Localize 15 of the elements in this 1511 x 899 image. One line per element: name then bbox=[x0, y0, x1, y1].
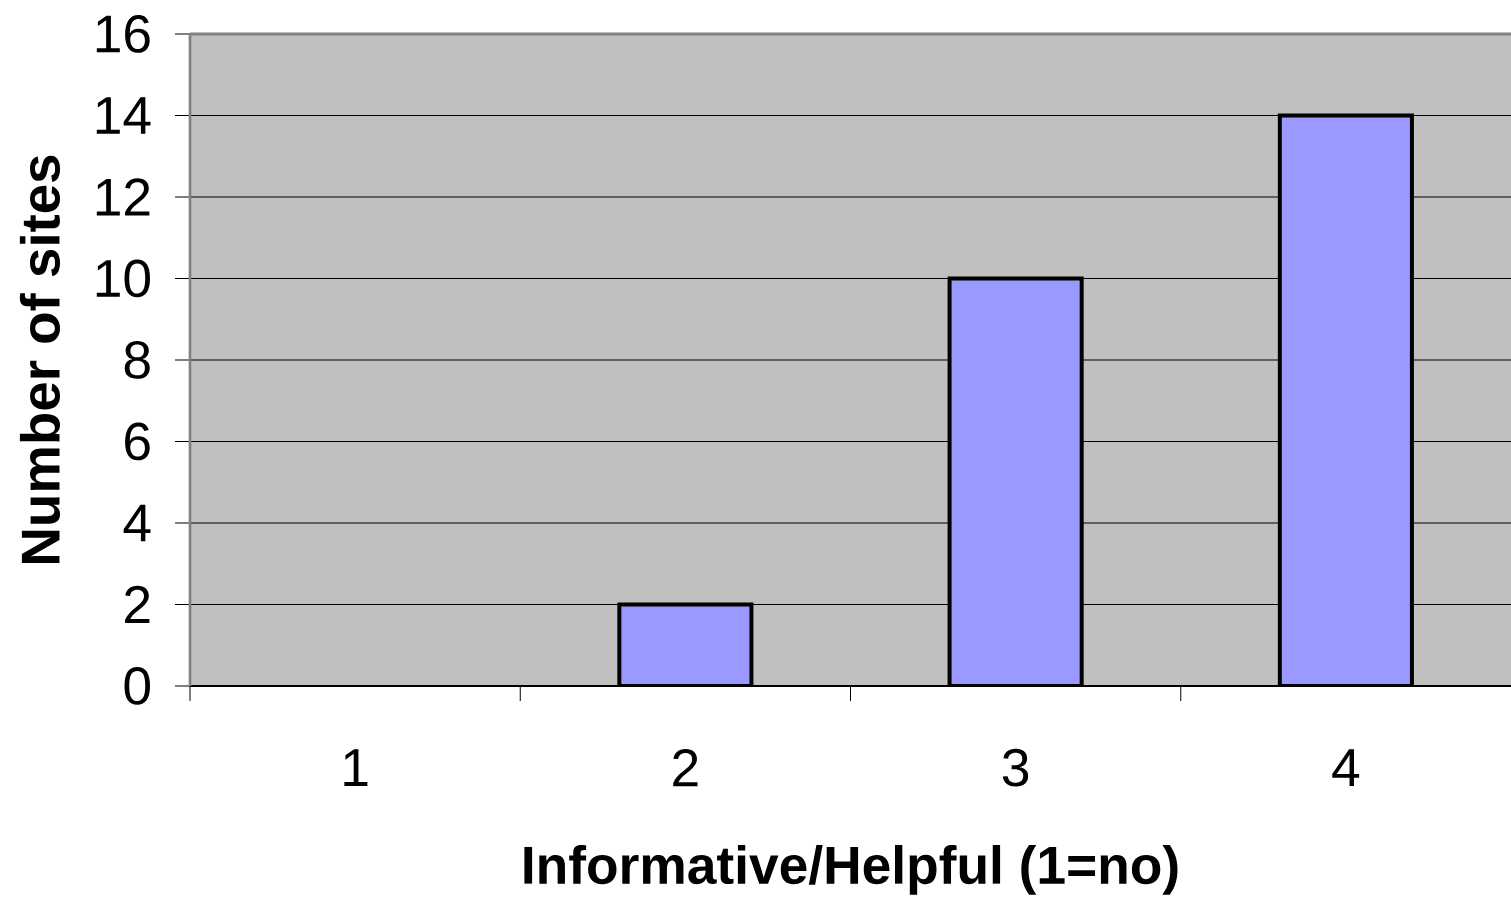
y-tick-label: 16 bbox=[96, 15, 150, 53]
y-axis-title: Number of sites bbox=[19, 155, 61, 563]
y-tick-label: 0 bbox=[124, 667, 150, 705]
x-tick-label: 4 bbox=[1332, 749, 1360, 786]
x-tick-label: 1 bbox=[344, 749, 368, 786]
y-tick-label: 6 bbox=[125, 422, 150, 461]
y-tick-label: 2 bbox=[125, 585, 150, 624]
y-tick-label: 4 bbox=[123, 504, 151, 542]
x-axis-title: Informative/Helpful (1=no) bbox=[524, 844, 1178, 895]
y-tick-label: 14 bbox=[96, 97, 151, 134]
x-tick-label: 2 bbox=[673, 749, 698, 787]
y-tick-label: 12 bbox=[96, 178, 150, 216]
x-tick-label: 3 bbox=[1002, 748, 1029, 787]
y-tick-label: 8 bbox=[124, 341, 150, 379]
y-tick-label: 10 bbox=[96, 259, 150, 298]
